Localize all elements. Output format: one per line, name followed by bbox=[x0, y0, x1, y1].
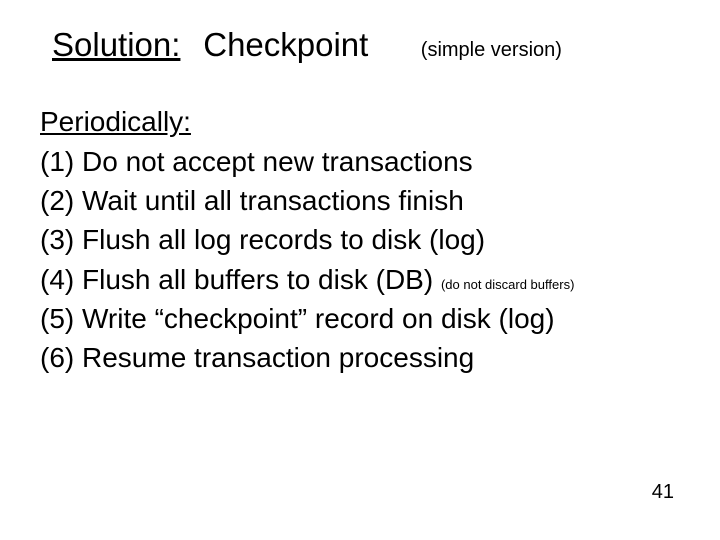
step-4-note: (do not discard buffers) bbox=[441, 277, 574, 292]
slide: Solution: Checkpoint (simple version) Pe… bbox=[0, 0, 720, 540]
step-2: (2) Wait until all transactions finish bbox=[40, 181, 680, 220]
step-4-main: (4) Flush all buffers to disk (DB) bbox=[40, 264, 433, 295]
title-line: Solution: Checkpoint (simple version) bbox=[52, 26, 562, 64]
body: Periodically: (1) Do not accept new tran… bbox=[40, 106, 680, 377]
step-3: (3) Flush all log records to disk (log) bbox=[40, 220, 680, 259]
step-6: (6) Resume transaction processing bbox=[40, 338, 680, 377]
title-note: (simple version) bbox=[421, 39, 562, 61]
title-sub: Checkpoint bbox=[185, 26, 368, 63]
subhead-periodically: Periodically: bbox=[40, 106, 680, 138]
step-5: (5) Write “checkpoint” record on disk (l… bbox=[40, 299, 680, 338]
title-main: Solution: bbox=[52, 26, 180, 63]
title-sub-text: Checkpoint bbox=[203, 26, 368, 63]
page-number: 41 bbox=[652, 481, 674, 504]
step-1: (1) Do not accept new transactions bbox=[40, 142, 680, 181]
step-4: (4) Flush all buffers to disk (DB) (do n… bbox=[40, 260, 680, 299]
